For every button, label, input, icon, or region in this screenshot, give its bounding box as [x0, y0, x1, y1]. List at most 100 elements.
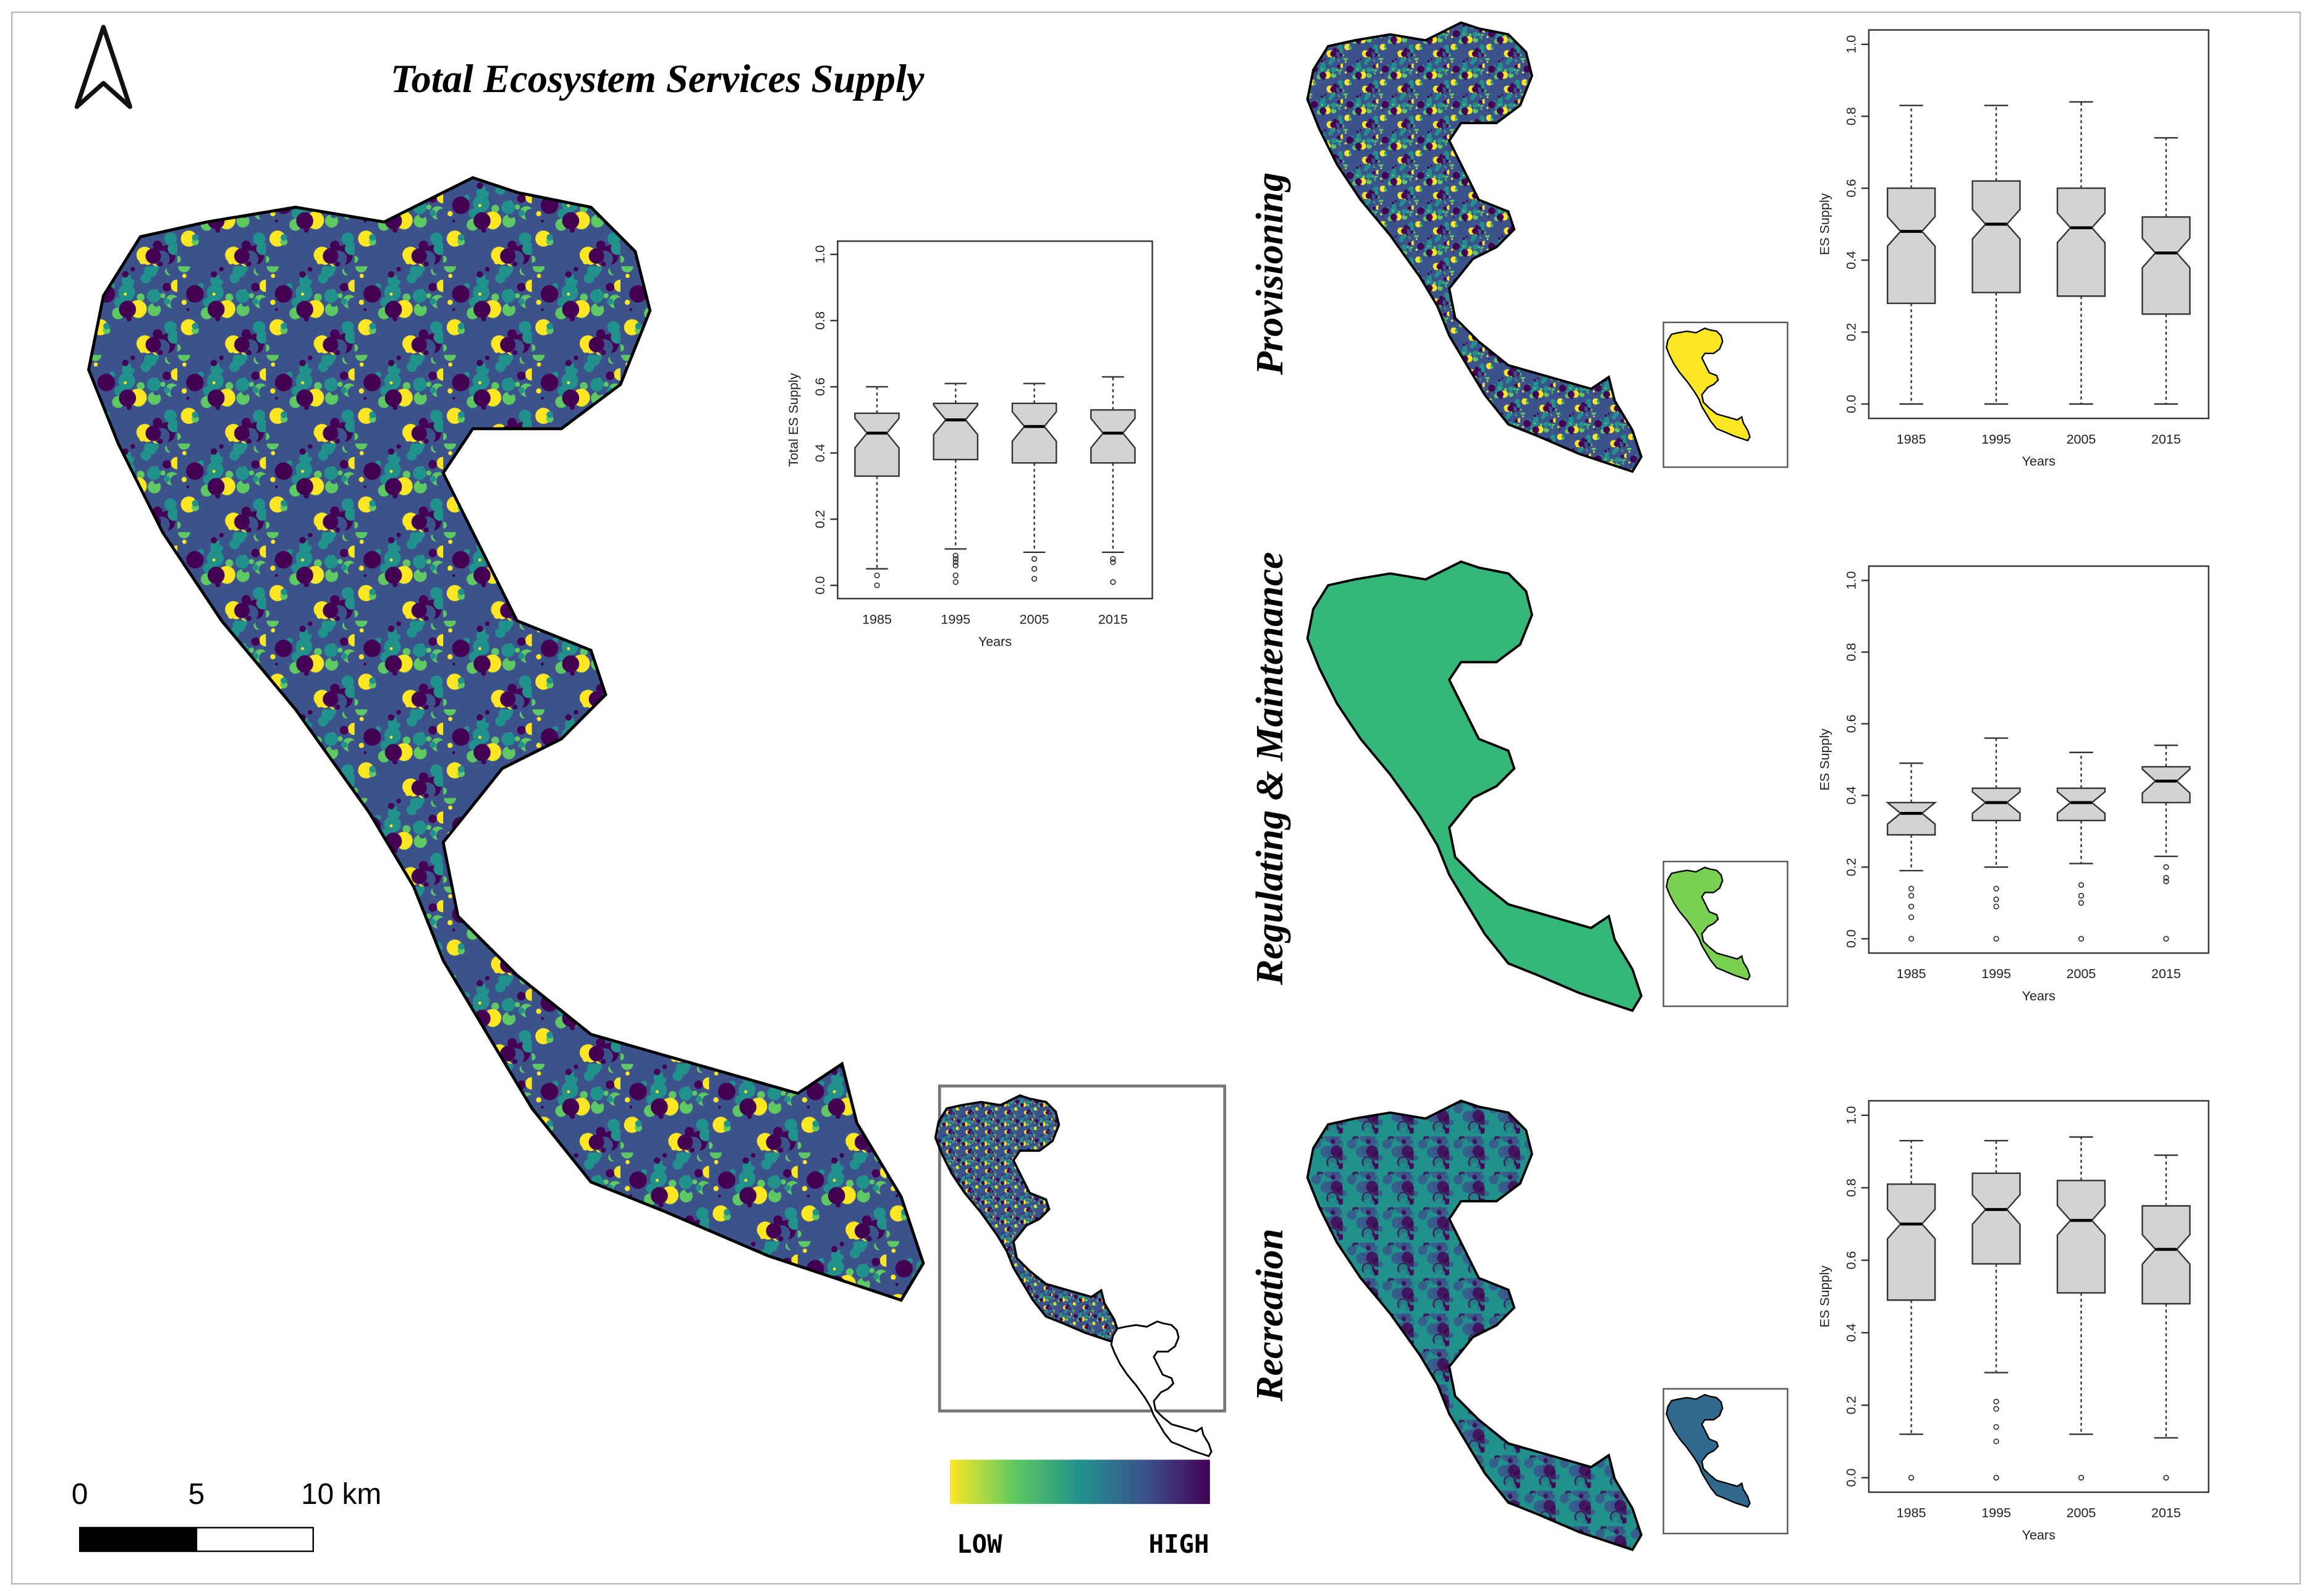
outlier	[1993, 1438, 1999, 1445]
outlier	[1110, 559, 1116, 565]
x-tick-label: 2005	[1020, 612, 1049, 627]
scale-label: 10 km	[301, 1478, 381, 1511]
legend-label: HIGH	[1149, 1529, 1209, 1559]
y-tick-label: 0.4	[1844, 786, 1858, 804]
x-tick-label: 2015	[2151, 1506, 2181, 1521]
main-map	[88, 178, 923, 1301]
outlier	[1031, 565, 1038, 572]
y-tick-label: 1.0	[813, 245, 828, 264]
outlier	[1993, 1406, 1999, 1412]
x-tick-label: 1985	[862, 612, 892, 627]
outlier	[2078, 935, 2085, 942]
outlier	[1908, 885, 1915, 892]
y-tick-label: 0.8	[1844, 1178, 1858, 1197]
x-tick-label: 1985	[1897, 1506, 1926, 1521]
panel-label: Recreation	[1249, 1228, 1291, 1402]
scale-bar	[195, 1527, 314, 1552]
x-tick-label: 1995	[1981, 966, 2011, 981]
outlier	[1908, 893, 1915, 899]
y-tick-label: 0.2	[813, 510, 828, 528]
x-axis-label: Years	[2022, 1527, 2056, 1542]
y-tick-label: 0.8	[1844, 643, 1858, 661]
x-tick-label: 2005	[2067, 1506, 2096, 1521]
box	[1971, 1172, 2021, 1265]
y-tick-label: 0.2	[1844, 323, 1858, 342]
box	[1090, 409, 1136, 464]
box	[1971, 180, 2021, 293]
outlier	[952, 555, 959, 562]
outlier	[2078, 1474, 2085, 1481]
legend-label: LOW	[957, 1529, 1002, 1559]
box	[2141, 1205, 2191, 1305]
outlier	[1908, 903, 1915, 910]
box	[1011, 402, 1057, 464]
outlier	[874, 572, 880, 578]
provisioning-map	[1306, 21, 1643, 473]
outlier	[1908, 935, 1915, 942]
y-tick-label: 0.0	[1844, 1469, 1858, 1487]
y-axis-label: ES Supply	[1817, 193, 1832, 255]
outlier	[1908, 914, 1915, 921]
y-tick-label: 0.6	[813, 378, 828, 396]
scale-bar	[78, 1527, 198, 1552]
y-tick-label: 0.8	[1844, 107, 1858, 125]
y-axis-label: ES Supply	[1817, 728, 1832, 791]
y-tick-label: 0.4	[813, 444, 828, 462]
outlier	[2078, 900, 2085, 906]
frame	[11, 11, 2301, 1585]
outlier	[1993, 903, 1999, 910]
scale-label: 5	[188, 1478, 205, 1511]
y-tick-label: 0.6	[1844, 1251, 1858, 1270]
x-tick-label: 1985	[1897, 966, 1926, 981]
y-axis-label: Total ES Supply	[786, 373, 801, 467]
outlier	[1993, 1474, 1999, 1481]
north-arrow	[74, 25, 132, 109]
outlier	[952, 559, 959, 565]
y-tick-label: 1.0	[1844, 571, 1858, 589]
plot-frame	[1868, 1100, 2209, 1493]
y-tick-label: 0.2	[1844, 858, 1858, 876]
outlier	[2078, 893, 2085, 899]
y-tick-label: 0.2	[1844, 1396, 1858, 1414]
outlier	[952, 572, 959, 578]
x-tick-label: 2015	[2151, 966, 2181, 981]
y-tick-label: 1.0	[1844, 1106, 1858, 1125]
box	[1971, 787, 2021, 822]
box	[933, 402, 979, 461]
x-tick-label: 2005	[2067, 966, 2096, 981]
y-tick-label: 0.6	[1844, 179, 1858, 198]
box	[2056, 1180, 2106, 1294]
regulating-map	[1306, 560, 1643, 1012]
x-axis-label: Years	[978, 634, 1012, 649]
box	[1886, 187, 1936, 305]
panel-label: Regulating & Maintenance	[1249, 552, 1291, 986]
y-tick-label: 0.0	[813, 576, 828, 594]
x-tick-label: 2005	[2067, 432, 2096, 447]
outlier	[2163, 864, 2169, 870]
recreation-map	[1306, 1099, 1643, 1552]
outlier	[1993, 1398, 1999, 1405]
y-tick-label: 0.6	[1844, 714, 1858, 733]
box	[1886, 1183, 1936, 1301]
box	[2141, 766, 2191, 804]
outlier	[1993, 1424, 1999, 1430]
legend-colorbar	[950, 1459, 1210, 1505]
panel-label: Provisioning	[1249, 172, 1291, 376]
outlier	[2163, 935, 2169, 942]
outlier	[874, 582, 880, 589]
x-tick-label: 1995	[1981, 432, 2011, 447]
box	[854, 412, 900, 477]
outlier	[1993, 896, 1999, 903]
x-axis-label: Years	[2022, 989, 2056, 1003]
outlier	[1110, 555, 1116, 562]
scale-label: 0	[72, 1478, 88, 1511]
outlier	[1031, 555, 1038, 562]
outlier	[952, 552, 959, 559]
outlier	[1908, 1474, 1915, 1481]
outlier	[952, 579, 959, 585]
y-tick-label: 0.0	[1844, 929, 1858, 948]
x-tick-label: 2015	[1098, 612, 1128, 627]
x-tick-label: 1985	[1897, 432, 1926, 447]
plot-frame	[1868, 29, 2209, 420]
